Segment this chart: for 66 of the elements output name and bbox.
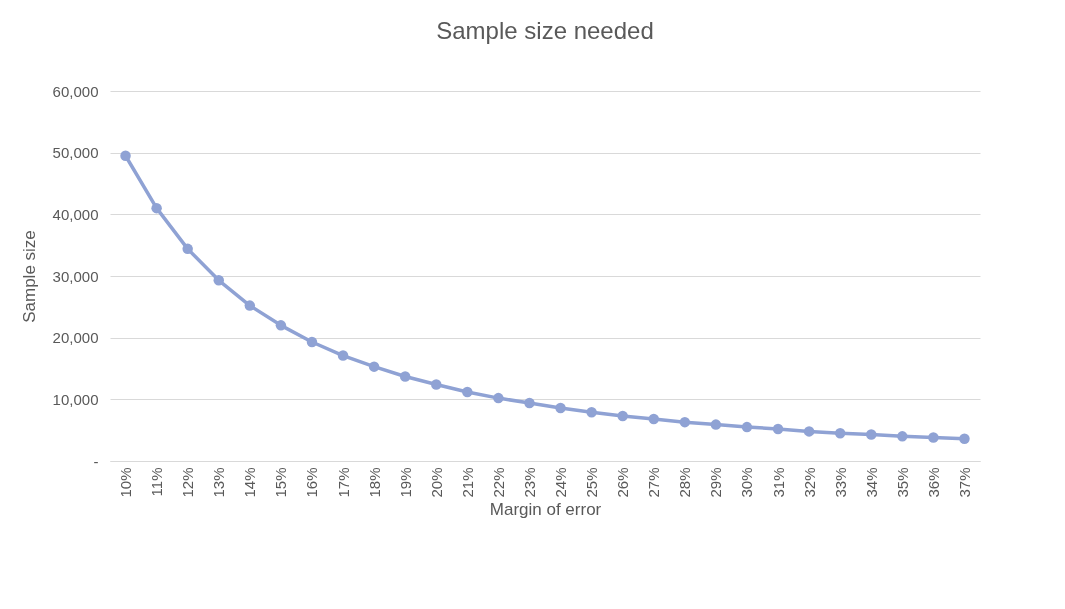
point — [213, 275, 224, 286]
point — [431, 379, 442, 390]
x-tick-label: 28% — [676, 467, 694, 498]
x-tick-label: 26% — [614, 467, 632, 498]
point — [244, 300, 256, 311]
x-tick-label: 10% — [117, 467, 135, 498]
x-tick-label: 29% — [707, 467, 725, 498]
point — [617, 410, 628, 422]
point — [120, 150, 131, 161]
x-tick-label: 14% — [241, 467, 259, 498]
x-tick-label: 27% — [645, 467, 663, 498]
x-tick-label: 31% — [769, 467, 787, 498]
point — [524, 397, 535, 409]
point — [741, 421, 753, 433]
point — [586, 407, 597, 418]
y-axis-title: Sample size — [19, 230, 39, 323]
x-tick-label: 18% — [365, 467, 383, 498]
point — [306, 336, 318, 348]
point — [710, 419, 722, 430]
point — [368, 361, 380, 372]
x-tick-label: 16% — [303, 467, 321, 498]
point — [772, 423, 784, 435]
x-tick-label: 23% — [520, 467, 538, 498]
x-tick-label: 30% — [738, 467, 756, 498]
point — [337, 350, 349, 361]
y-tick-label: 30,000 — [52, 267, 99, 285]
point — [928, 432, 939, 443]
x-tick-label: 24% — [552, 467, 570, 498]
x-tick-label: 32% — [800, 467, 818, 498]
x-tick-label: 33% — [831, 467, 849, 498]
point — [959, 433, 970, 445]
x-tick-label: 11% — [148, 467, 166, 497]
x-axis-title: Margin of error — [489, 499, 602, 519]
point — [493, 392, 504, 404]
y-tick-label: 10,000 — [52, 390, 99, 408]
y-tick-label: 50,000 — [52, 144, 99, 162]
point — [803, 426, 815, 437]
point — [679, 416, 691, 428]
point — [151, 202, 162, 214]
point — [897, 431, 908, 442]
x-tick-label: 25% — [583, 467, 601, 498]
x-tick-label: 15% — [272, 467, 290, 498]
point — [275, 320, 287, 331]
x-tick-label: 12% — [179, 467, 197, 498]
x-tick-label: 19% — [396, 467, 414, 498]
x-tick-label: 21% — [458, 467, 476, 498]
x-tick-label: 20% — [427, 467, 445, 498]
y-tick-label: 40,000 — [52, 205, 99, 223]
x-tick-label: 35% — [893, 467, 911, 498]
y-tick-label: 20,000 — [52, 329, 99, 347]
y-tick-label: - — [93, 452, 99, 470]
y-tick-label: 60,000 — [52, 82, 99, 100]
x-tick-label: 37% — [955, 467, 973, 498]
point — [866, 429, 877, 440]
point — [555, 402, 566, 414]
x-tick-label: 36% — [924, 467, 942, 498]
x-tick-label: 17% — [334, 467, 352, 498]
point — [648, 413, 659, 425]
x-tick-label: 13% — [210, 467, 228, 498]
x-tick-label: 34% — [862, 467, 880, 498]
point — [834, 428, 846, 439]
point — [462, 386, 473, 398]
point — [182, 243, 193, 255]
chart-title: Sample size needed — [436, 17, 654, 44]
x-tick-label: 22% — [489, 467, 507, 498]
point — [399, 371, 411, 382]
